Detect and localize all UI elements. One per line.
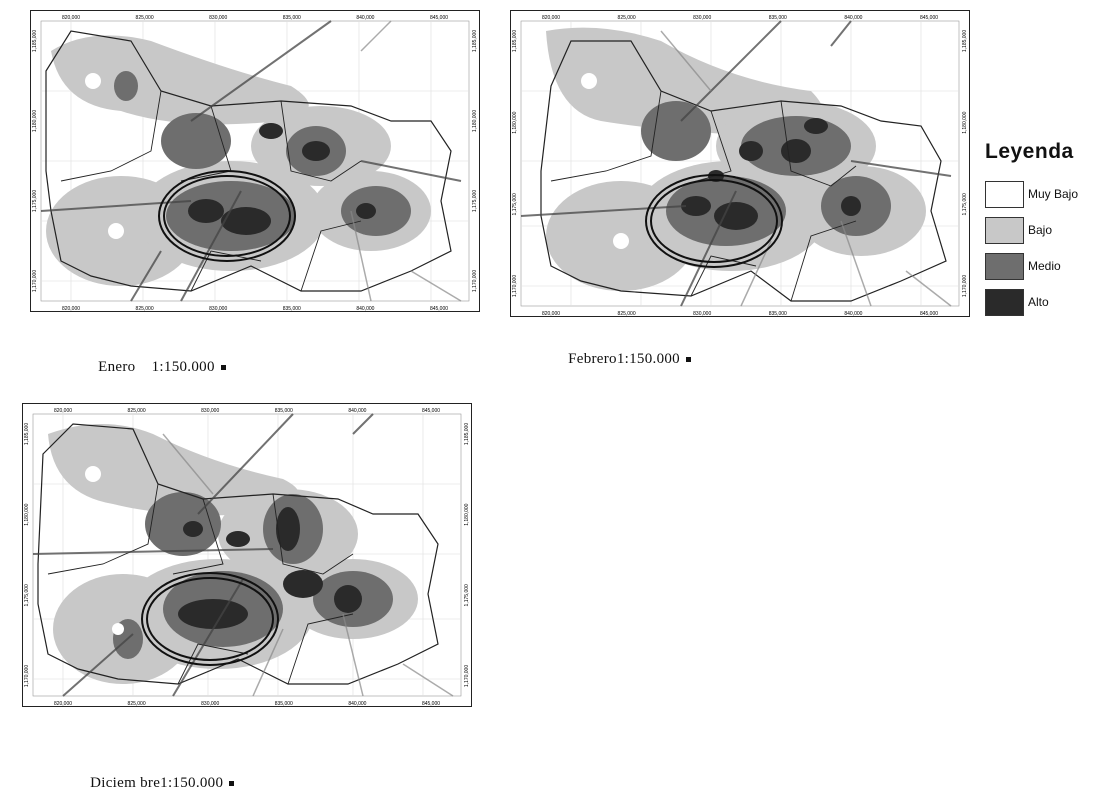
x-tick-label-bottom: 820,000 (54, 701, 72, 706)
x-tick-label-bottom: 835,000 (275, 701, 293, 706)
x-tick-label-top: 840,000 (348, 408, 366, 414)
legend-label-alto: Alto (1028, 295, 1049, 309)
map-enero: 820,000 820,000 825,000 825,000 830,000 830,0… (30, 10, 480, 312)
legend-title: Leyenda (985, 140, 1074, 163)
map-febrero: 820,000 820,000 825,000 825,000 830,000 830,0… (510, 10, 970, 317)
y-tick-label-left: 1,175,000 (24, 584, 30, 606)
y-tick-label-right: 1,175,000 (472, 190, 478, 212)
x-tick-label-top: 820,000 (54, 408, 72, 414)
x-tick-label-top: 820,000 (542, 15, 560, 21)
y-tick-label-left: 1,185,000 (32, 30, 38, 52)
caption-febrero-text: Febrero1:150.000 (568, 351, 680, 367)
caption-enero-text: Enero 1:150.000 (98, 359, 215, 375)
y-tick-label-right: 1,180,000 (472, 110, 478, 132)
x-tick-label-bottom: 845,000 (430, 306, 448, 311)
y-tick-label-right: 1,180,000 (464, 503, 470, 525)
x-tick-label-top: 845,000 (920, 15, 938, 21)
y-tick-label-right: 1,170,000 (464, 665, 470, 687)
y-tick-label-right: 1,170,000 (472, 270, 478, 292)
legend-label-medio: Medio (1028, 259, 1061, 273)
x-tick-label-top: 840,000 (844, 15, 862, 21)
legend-label-bajo: Bajo (1028, 223, 1053, 237)
legend-swatch-bajo (985, 216, 1024, 244)
x-tick-label-top: 830,000 (693, 15, 711, 21)
x-tick-label-bottom: 830,000 (201, 701, 219, 706)
legend-item-medio: Medio (985, 248, 1095, 284)
x-tick-label-bottom: 830,000 (209, 306, 227, 311)
caption-febrero-dot (685, 357, 691, 363)
legend-item-bajo: Bajo (985, 212, 1095, 248)
legend-swatch-medio (985, 252, 1024, 280)
y-tick-label-left: 1,170,000 (512, 275, 518, 297)
caption-febrero: Febrero1:150.000 (560, 334, 691, 368)
x-tick-label-bottom: 845,000 (920, 311, 938, 316)
x-tick-label-bottom: 825,000 (136, 306, 154, 311)
x-tick-label-bottom: 840,000 (348, 701, 366, 706)
x-tick-label-top: 825,000 (618, 15, 636, 21)
legend-swatch-alto (985, 288, 1024, 316)
caption-diciembre-text: Diciem bre1:150.000 (90, 775, 224, 791)
y-tick-label-right: 1,185,000 (472, 30, 478, 52)
map-diciembre: 820,000 820,000 825,000 825,000 830,000 830,0… (22, 403, 472, 707)
x-tick-label-top: 825,000 (136, 15, 154, 21)
map-febrero-canvas: 820,000 820,000 825,000 825,000 830,000 830,0… (512, 15, 968, 316)
legend: Leyenda Muy Bajo Bajo Medio Alto (985, 140, 1095, 320)
x-tick-label-top: 830,000 (201, 408, 219, 414)
x-tick-label-bottom: 840,000 (356, 306, 374, 311)
y-tick-label-left: 1,170,000 (24, 665, 30, 687)
y-tick-label-left: 1,175,000 (32, 190, 38, 212)
x-tick-label-bottom: 845,000 (422, 701, 440, 706)
y-tick-label-left: 1,180,000 (32, 110, 38, 132)
caption-enero: Enero 1:150.000 (90, 342, 226, 376)
x-tick-label-bottom: 825,000 (128, 701, 146, 706)
y-tick-label-left: 1,185,000 (512, 30, 518, 52)
caption-enero-dot (220, 365, 226, 371)
legend-item-alto: Alto (985, 284, 1095, 320)
x-tick-label-top: 845,000 (430, 15, 448, 21)
caption-diciembre: Diciem bre1:150.000 (82, 758, 235, 792)
y-tick-label-left: 1,175,000 (512, 193, 518, 215)
y-tick-label-right: 1,180,000 (962, 111, 968, 133)
x-tick-label-bottom: 820,000 (542, 311, 560, 316)
legend-swatch-muy-bajo (985, 180, 1024, 208)
x-tick-label-bottom: 835,000 (283, 306, 301, 311)
legend-label-muy-bajo: Muy Bajo (1028, 187, 1079, 201)
x-tick-label-top: 835,000 (283, 15, 301, 21)
x-tick-label-bottom: 820,000 (62, 306, 80, 311)
x-tick-label-top: 830,000 (209, 15, 227, 21)
x-tick-label-top: 825,000 (128, 408, 146, 414)
y-tick-label-right: 1,175,000 (464, 584, 470, 606)
y-tick-label-left: 1,180,000 (512, 111, 518, 133)
y-tick-label-left: 1,185,000 (24, 423, 30, 445)
x-tick-label-bottom: 840,000 (844, 311, 862, 316)
y-tick-label-right: 1,185,000 (464, 423, 470, 445)
x-tick-label-top: 845,000 (422, 408, 440, 414)
x-tick-label-top: 840,000 (356, 15, 374, 21)
y-tick-label-right: 1,170,000 (962, 275, 968, 297)
x-tick-label-bottom: 825,000 (618, 311, 636, 316)
x-tick-label-bottom: 830,000 (693, 311, 711, 316)
map-enero-canvas: 820,000 820,000 825,000 825,000 830,000 830,0… (32, 15, 478, 311)
x-tick-label-bottom: 835,000 (769, 311, 787, 316)
x-tick-label-top: 835,000 (275, 408, 293, 414)
x-tick-label-top: 835,000 (769, 15, 787, 21)
x-tick-label-top: 820,000 (62, 15, 80, 21)
legend-item-muy-bajo: Muy Bajo (985, 176, 1095, 212)
y-tick-label-right: 1,175,000 (962, 193, 968, 215)
y-tick-label-left: 1,180,000 (24, 503, 30, 525)
y-tick-label-right: 1,185,000 (962, 30, 968, 52)
map-diciembre-canvas: 820,000 820,000 825,000 825,000 830,000 830,0… (24, 408, 470, 706)
y-tick-label-left: 1,170,000 (32, 270, 38, 292)
